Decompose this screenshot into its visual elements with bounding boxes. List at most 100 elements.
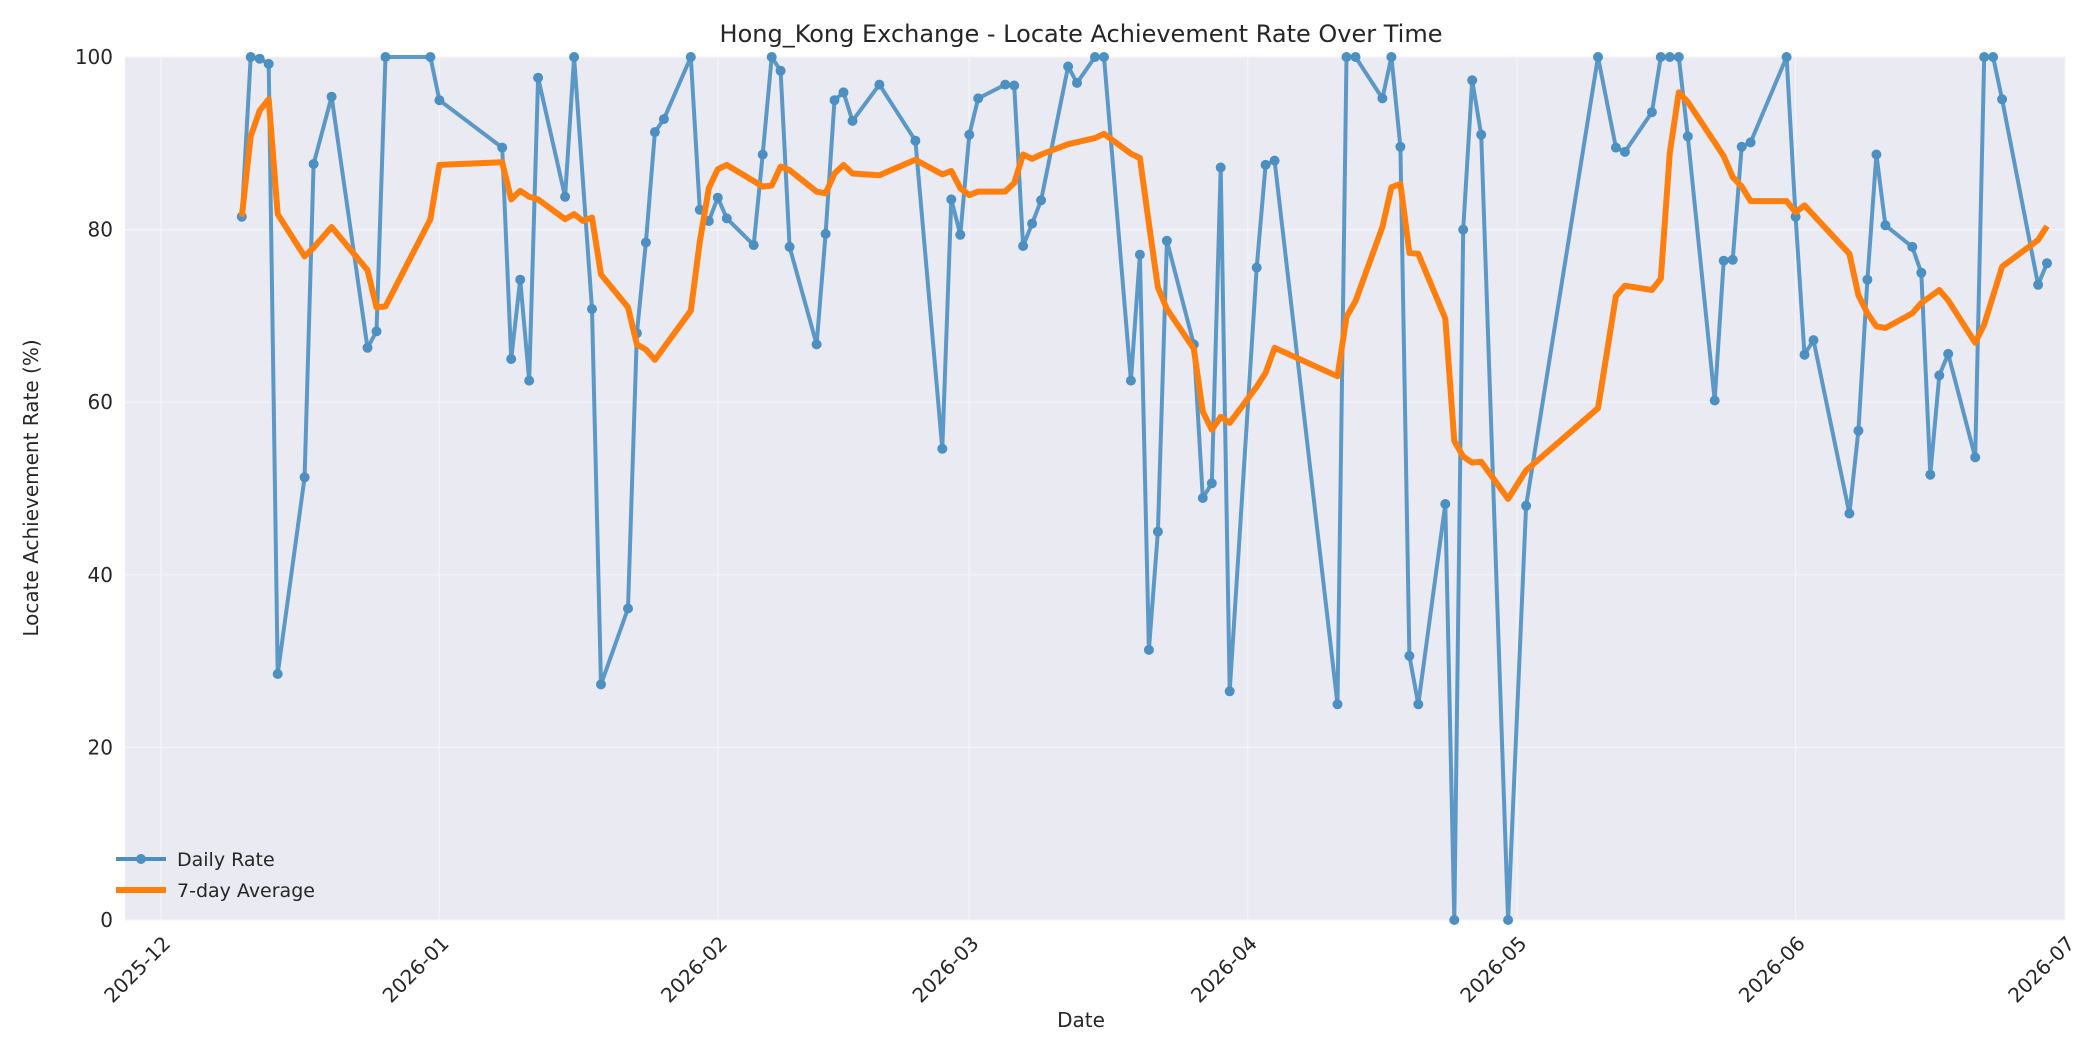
daily-rate-point — [955, 229, 966, 240]
daily-rate-point — [874, 79, 885, 90]
daily-rate-point — [254, 53, 265, 64]
daily-rate-point — [820, 228, 831, 239]
daily-rate-point — [1099, 52, 1109, 62]
daily-rate-point — [1063, 61, 1074, 72]
daily-rate-point — [1871, 149, 1882, 160]
daily-rate-point — [1709, 395, 1720, 406]
daily-rate-point — [596, 679, 606, 690]
daily-rate-point — [1790, 211, 1801, 222]
daily-rate-point — [1664, 52, 1675, 62]
daily-rate-point — [299, 472, 310, 483]
daily-rate-point — [1404, 650, 1415, 661]
daily-rate-point — [1027, 218, 1038, 229]
daily-rate-point — [1736, 141, 1747, 152]
daily-rate-point — [623, 603, 633, 614]
daily-rate-point — [1440, 499, 1451, 509]
daily-rate-point — [766, 52, 777, 62]
daily-rate-point — [1224, 686, 1235, 697]
y-tick-label: 0 — [100, 908, 113, 932]
daily-rate-point — [1880, 220, 1891, 231]
daily-rate-point — [658, 114, 669, 125]
y-tick-label: 100 — [75, 45, 113, 69]
daily-rate-point — [1844, 508, 1855, 519]
daily-rate-point — [245, 52, 256, 62]
daily-rate-point — [1143, 644, 1154, 655]
daily-rate-point — [838, 87, 849, 98]
daily-rate-point — [1000, 79, 1011, 90]
daily-rate-point — [2033, 279, 2044, 290]
daily-rate-point — [1862, 274, 1873, 285]
daily-rate-point — [1476, 129, 1487, 140]
daily-rate-point — [1646, 107, 1657, 118]
legend-daily-rate-marker — [136, 854, 146, 864]
daily-rate-point — [1449, 915, 1460, 925]
daily-rate-point — [1134, 249, 1145, 260]
daily-rate-point — [1943, 348, 1954, 359]
daily-rate-point — [380, 52, 391, 62]
daily-rate-point — [937, 443, 948, 454]
daily-rate-point — [1925, 469, 1936, 480]
daily-rate-point — [1808, 335, 1819, 346]
x-axis-label: Date — [1057, 1008, 1105, 1032]
daily-rate-point — [757, 149, 768, 160]
daily-rate-point — [1655, 52, 1666, 62]
daily-rate-point — [1341, 52, 1352, 62]
daily-rate-point — [263, 58, 274, 69]
daily-rate-point — [1206, 478, 1217, 489]
daily-rate-point — [560, 191, 571, 202]
daily-rate-point — [1161, 235, 1172, 246]
daily-rate-point — [587, 304, 597, 314]
daily-rate-point — [1125, 375, 1136, 386]
daily-rate-point — [649, 127, 660, 138]
daily-rate-point — [1593, 52, 1603, 62]
daily-rate-point — [775, 65, 786, 76]
daily-rate-point — [569, 52, 580, 62]
daily-rate-point — [2042, 258, 2052, 269]
y-axis-label: Locate Achievement Rate (%) — [19, 339, 43, 636]
daily-rate-point — [1458, 224, 1469, 235]
daily-rate-point — [1503, 915, 1514, 925]
daily-rate-point — [1018, 241, 1029, 251]
daily-rate-point — [1934, 370, 1945, 381]
daily-rate-point — [1269, 155, 1280, 166]
daily-rate-point — [811, 339, 822, 350]
daily-rate-point — [506, 354, 517, 364]
daily-rate-point — [1745, 137, 1756, 148]
daily-rate-point — [1197, 493, 1208, 503]
plot-area — [125, 57, 2065, 920]
daily-rate-point — [910, 135, 921, 146]
daily-rate-point — [1781, 52, 1792, 62]
daily-rate-point — [1997, 94, 2008, 105]
daily-rate-point — [362, 342, 373, 353]
daily-rate-point — [497, 142, 508, 153]
y-tick-label: 20 — [88, 735, 113, 759]
daily-rate-point — [1610, 142, 1621, 153]
daily-rate-point — [721, 213, 732, 224]
daily-rate-point — [1413, 699, 1424, 710]
y-tick-label: 80 — [88, 218, 113, 242]
daily-rate-point — [1799, 349, 1810, 360]
daily-rate-point — [1988, 52, 1999, 62]
daily-rate-point — [829, 95, 840, 106]
daily-rate-point — [1009, 80, 1020, 91]
daily-rate-point — [326, 91, 337, 102]
legend-daily-rate-label: Daily Rate — [177, 849, 275, 871]
daily-rate-point — [1521, 500, 1532, 511]
legend: Daily Rate 7-day Average — [116, 849, 315, 902]
daily-rate-point — [371, 326, 382, 337]
daily-rate-point — [1727, 254, 1738, 265]
daily-rate-point — [1970, 452, 1981, 463]
y-tick-label: 60 — [88, 390, 113, 414]
daily-rate-point — [434, 95, 445, 106]
daily-rate-point — [685, 52, 696, 62]
daily-rate-point — [1386, 52, 1397, 62]
daily-rate-point — [1682, 131, 1693, 142]
daily-rate-point — [847, 115, 858, 126]
daily-rate-point — [1718, 255, 1729, 266]
daily-rate-point — [640, 237, 651, 248]
daily-rate-point — [1152, 526, 1163, 537]
daily-rate-point — [308, 159, 319, 169]
daily-rate-point — [1853, 425, 1864, 436]
daily-rate-point — [1090, 52, 1100, 62]
daily-rate-point — [1395, 141, 1406, 152]
